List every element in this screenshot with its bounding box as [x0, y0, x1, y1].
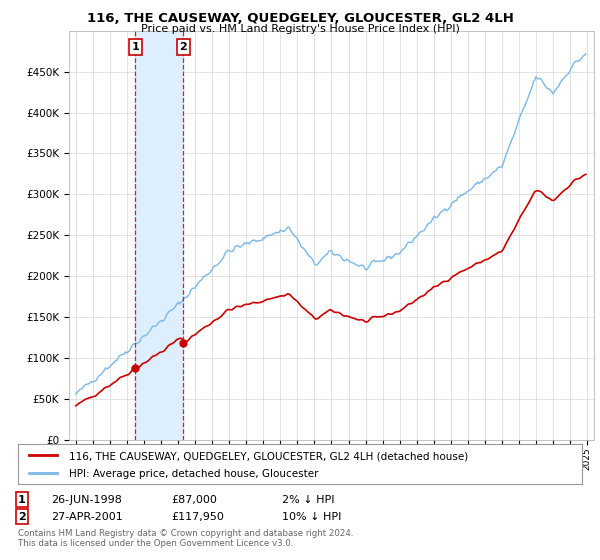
Text: 2: 2: [179, 42, 187, 52]
Bar: [136, 31, 183, 440]
Text: £117,950: £117,950: [171, 512, 224, 522]
Text: HPI: Average price, detached house, Gloucester: HPI: Average price, detached house, Glou…: [69, 469, 318, 479]
Text: £87,000: £87,000: [171, 494, 217, 505]
Text: 26-JUN-1998: 26-JUN-1998: [51, 494, 122, 505]
Text: 27-APR-2001: 27-APR-2001: [51, 512, 123, 522]
Text: 116, THE CAUSEWAY, QUEDGELEY, GLOUCESTER, GL2 4LH: 116, THE CAUSEWAY, QUEDGELEY, GLOUCESTER…: [86, 12, 514, 25]
Text: Contains HM Land Registry data © Crown copyright and database right 2024.
This d: Contains HM Land Registry data © Crown c…: [18, 529, 353, 548]
Text: 1: 1: [18, 494, 26, 505]
Text: 2% ↓ HPI: 2% ↓ HPI: [282, 494, 335, 505]
Text: Price paid vs. HM Land Registry's House Price Index (HPI): Price paid vs. HM Land Registry's House …: [140, 24, 460, 34]
Text: 1: 1: [131, 42, 139, 52]
Text: 116, THE CAUSEWAY, QUEDGELEY, GLOUCESTER, GL2 4LH (detached house): 116, THE CAUSEWAY, QUEDGELEY, GLOUCESTER…: [69, 451, 468, 461]
Text: 2: 2: [18, 512, 26, 522]
Text: 10% ↓ HPI: 10% ↓ HPI: [282, 512, 341, 522]
